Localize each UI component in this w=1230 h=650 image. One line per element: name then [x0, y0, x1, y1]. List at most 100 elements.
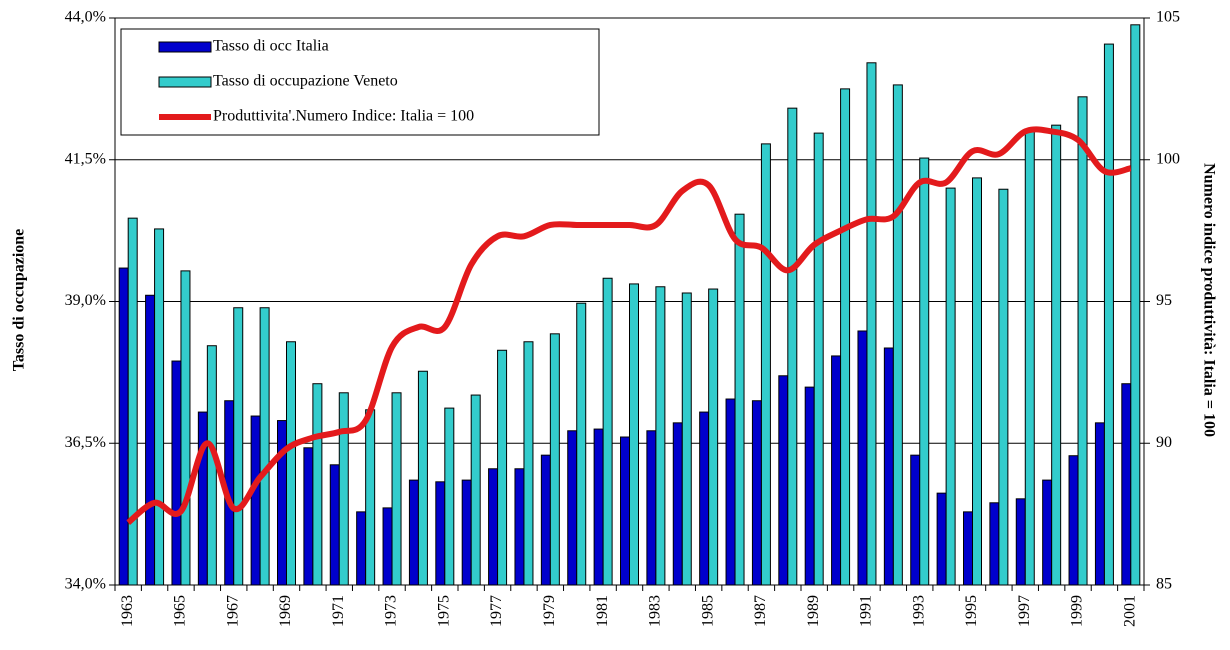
legend-label: Tasso di occ Italia: [213, 38, 329, 55]
bar: [435, 481, 446, 586]
bar: [576, 302, 587, 586]
bar: [338, 392, 349, 586]
y-axis-title: Tasso di occupazione: [11, 229, 28, 372]
bar: [1103, 43, 1114, 586]
bar: [514, 468, 525, 586]
bar: [813, 132, 824, 586]
bar: [382, 507, 393, 586]
y-tick-label: 36,5%: [65, 434, 106, 451]
bar: [250, 415, 261, 586]
bar: [277, 420, 287, 586]
y2-tick-label: 105: [1156, 9, 1180, 26]
y-tick-label: 41,5%: [65, 150, 106, 167]
y2-tick-label: 90: [1156, 434, 1172, 451]
bar: [1015, 498, 1026, 586]
bar: [286, 341, 296, 586]
x-tick-label: 1997: [1016, 595, 1033, 627]
y-tick-label: 44,0%: [65, 9, 106, 26]
bar: [1077, 96, 1088, 586]
bar: [1094, 422, 1105, 586]
bar: [145, 294, 156, 586]
bar: [356, 511, 367, 586]
bar: [329, 464, 340, 586]
x-tick-label: 1981: [594, 595, 611, 627]
bar: [778, 375, 789, 586]
bar: [681, 292, 692, 586]
y2-axis-title: Numero indice produttività: Italia = 100: [1200, 163, 1217, 437]
bar: [1042, 479, 1053, 586]
line: [126, 126, 1132, 526]
legend-label: Produttivita'.Numero Indice: Italia = 10…: [213, 108, 474, 125]
x-tick-label: 1969: [277, 595, 294, 627]
bar: [655, 286, 666, 586]
x-tick-label: 1971: [330, 595, 347, 627]
x-tick-label: 1977: [488, 595, 505, 627]
x-tick-label: 2001: [1121, 595, 1138, 627]
bar: [963, 511, 973, 586]
y-tick-label: 34,0%: [65, 576, 106, 593]
x-tick-label: 1967: [224, 595, 241, 627]
y2-tick-label: 95: [1156, 292, 1172, 309]
bar: [989, 502, 1000, 586]
x-tick-label: 1983: [647, 595, 664, 627]
x-tick-label: 1975: [435, 595, 452, 627]
bar: [408, 479, 419, 586]
bar: [312, 383, 323, 586]
bar: [259, 307, 270, 586]
x-tick-label: 1999: [1069, 595, 1086, 627]
bar: [699, 411, 710, 586]
bar: [972, 177, 982, 586]
bar: [461, 479, 472, 586]
bar: [708, 288, 719, 586]
bar: [831, 355, 842, 586]
x-tick-label: 1993: [910, 595, 927, 627]
x-tick-label: 1991: [858, 595, 875, 627]
bar: [804, 386, 815, 586]
y2-tick-label: 85: [1156, 576, 1172, 593]
x-tick-label: 1979: [541, 595, 558, 627]
bar: [470, 394, 481, 586]
x-tick-label: 1963: [119, 595, 136, 627]
bar: [391, 392, 402, 586]
bar: [444, 407, 455, 586]
bar: [593, 428, 604, 586]
bar: [646, 430, 657, 586]
bar: [866, 62, 877, 586]
bar: [892, 84, 903, 586]
bar: [365, 409, 376, 586]
legend-swatch: [158, 76, 212, 88]
bar: [620, 436, 630, 586]
bar: [171, 360, 182, 586]
bar: [197, 411, 208, 586]
bar: [998, 188, 1009, 586]
bar: [549, 333, 560, 586]
bar: [233, 307, 244, 586]
bar: [1068, 455, 1079, 586]
x-tick-label: 1987: [752, 595, 769, 627]
bar: [629, 283, 639, 586]
bar: [1130, 24, 1141, 586]
bar: [1024, 129, 1035, 586]
x-tick-label: 1985: [699, 595, 716, 627]
bar: [567, 430, 578, 586]
bar: [919, 157, 930, 586]
x-tick-label: 1965: [172, 595, 189, 627]
bar: [1051, 124, 1062, 586]
bar: [936, 492, 947, 586]
y-tick-label: 39,0%: [65, 292, 106, 309]
y2-tick-label: 100: [1156, 150, 1180, 167]
legend-label: Tasso di occupazione Veneto: [213, 73, 398, 90]
legend-swatch: [158, 41, 212, 53]
bar: [127, 217, 138, 586]
bar: [180, 270, 191, 586]
x-tick-label: 1989: [805, 595, 822, 627]
bar: [787, 107, 798, 586]
bar: [154, 228, 165, 586]
bar: [734, 213, 745, 586]
bar: [725, 398, 736, 586]
bar: [540, 454, 551, 586]
bar: [910, 454, 921, 586]
bar: [417, 370, 428, 586]
bar: [602, 277, 613, 586]
bar: [883, 347, 894, 586]
